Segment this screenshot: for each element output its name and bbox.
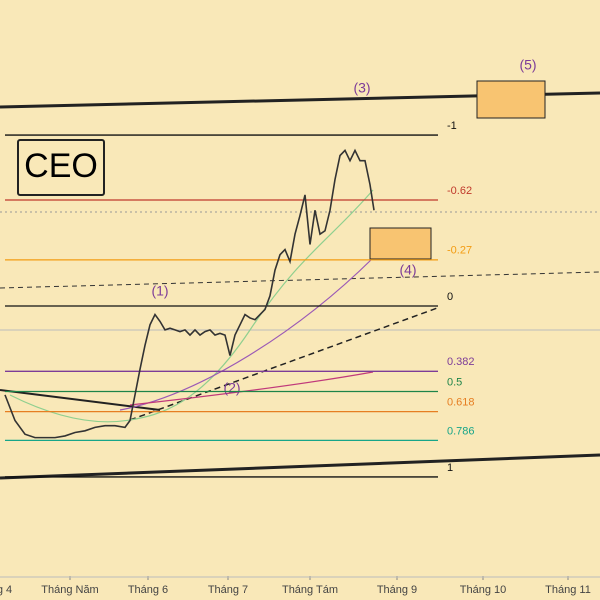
wave-label: (1) [151, 283, 168, 299]
wave-label: (4) [399, 262, 416, 278]
x-tick-label: Tháng Năm [41, 584, 98, 596]
moving-average [9, 189, 374, 423]
target-box [476, 80, 546, 119]
wave-label: (3) [353, 80, 370, 96]
fib-label: -1 [447, 120, 457, 132]
wave-label: (2) [223, 380, 240, 396]
fib-label: 0 [447, 291, 453, 303]
dashed-trend [0, 271, 600, 289]
x-tick-label: Tháng Tám [282, 584, 338, 596]
moving-average [119, 257, 374, 411]
x-tick-label: Tháng 7 [208, 584, 248, 596]
ticker: CEO [24, 147, 98, 185]
x-tick-label: Tháng 9 [377, 584, 417, 596]
fib-label: 0.786 [447, 425, 475, 437]
wave-label: (5) [519, 57, 536, 73]
dashed-support [129, 306, 441, 421]
price-line [4, 148, 375, 439]
fib-label: -0.62 [447, 185, 472, 197]
moving-average [129, 371, 374, 406]
fib-label: 0.5 [447, 376, 462, 388]
ticker-box [17, 139, 105, 196]
channel-bottom [0, 453, 600, 480]
x-tick-label: Tháng 11 [545, 584, 591, 596]
x-tick-label: Tháng 4 [0, 584, 12, 596]
fib-label: 0.382 [447, 356, 475, 368]
fib-label: 1 [447, 462, 453, 474]
x-tick-label: Tháng 10 [460, 584, 506, 596]
fib-label: 0.618 [447, 397, 475, 409]
x-tick-label: Tháng 6 [128, 584, 168, 596]
fib-label: -0.27 [447, 245, 472, 257]
target-box [369, 227, 432, 260]
